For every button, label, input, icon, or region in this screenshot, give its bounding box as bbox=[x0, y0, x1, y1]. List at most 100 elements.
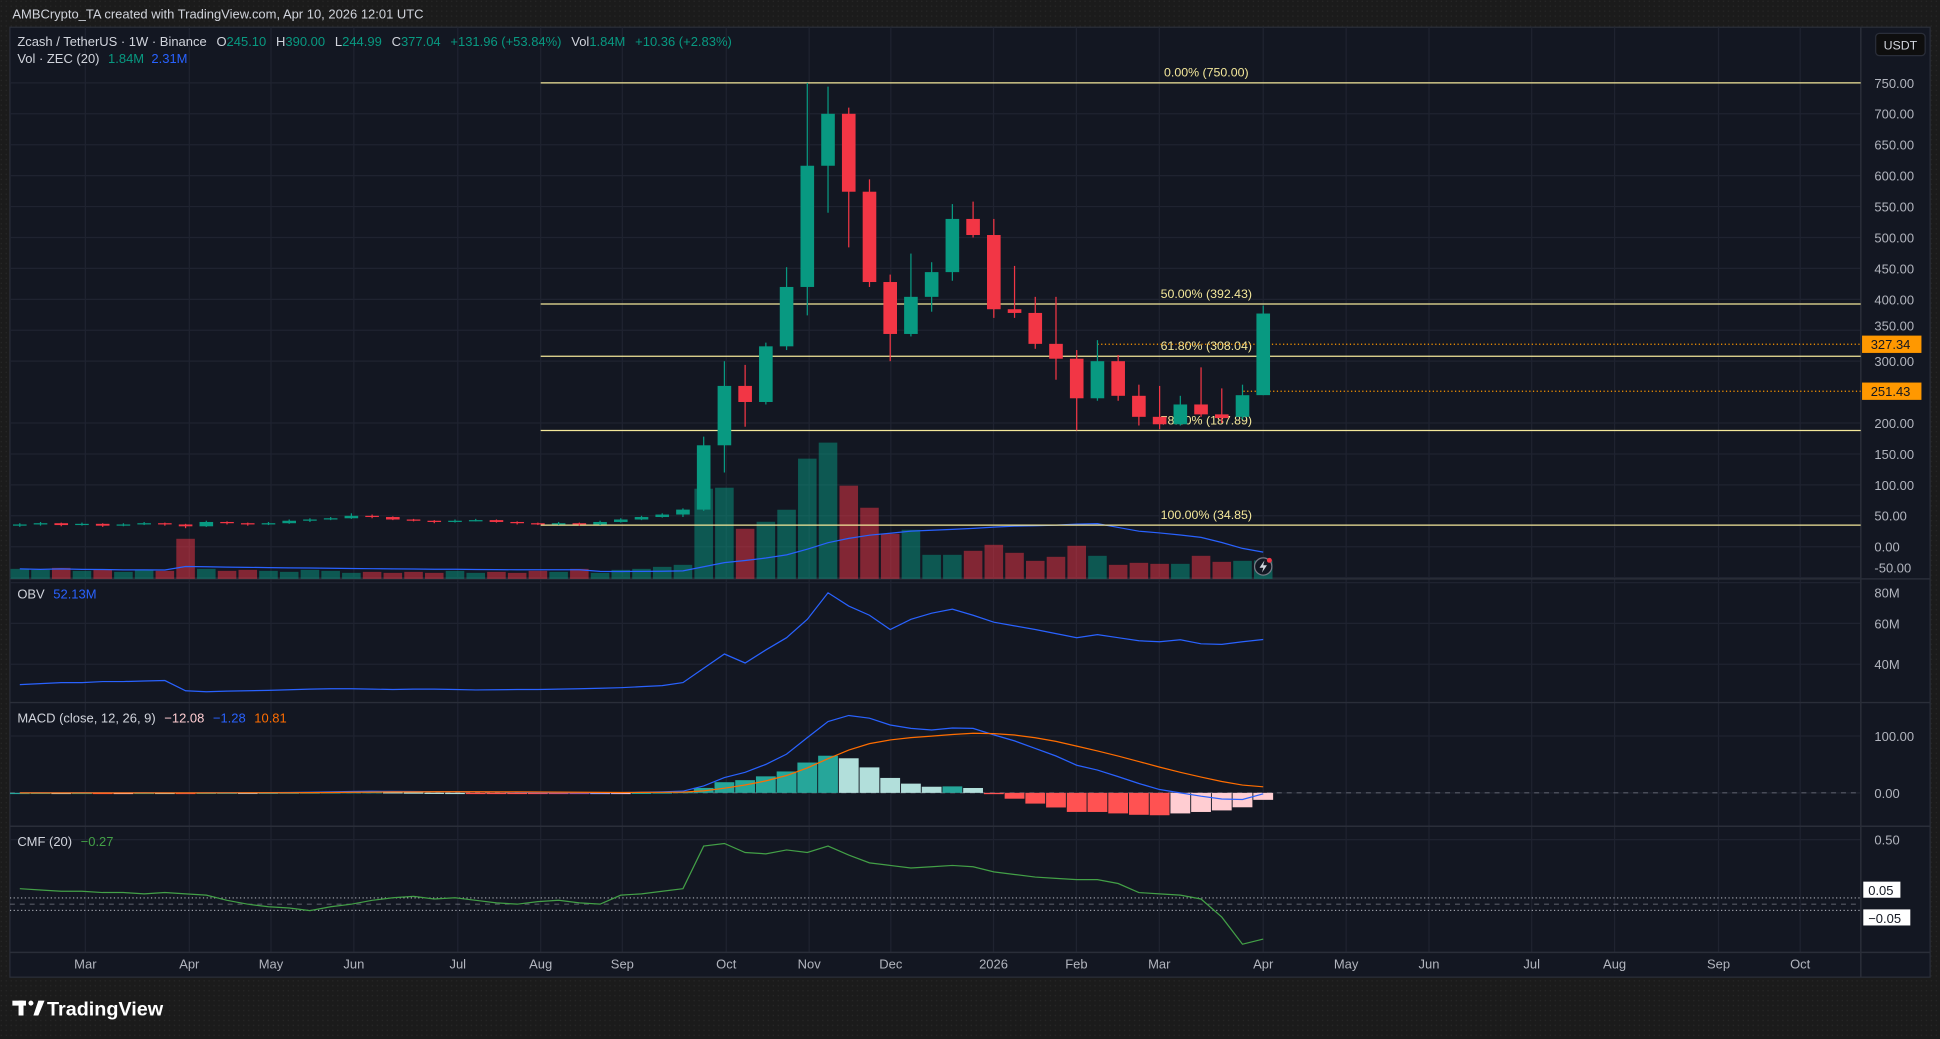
candle bbox=[924, 262, 939, 312]
candle bbox=[1194, 367, 1208, 417]
price-tick-label: -50.00 bbox=[1874, 561, 1911, 576]
macd-histogram-bar bbox=[880, 777, 901, 793]
price-tick-label: 200.00 bbox=[1874, 416, 1914, 431]
volume-bar bbox=[362, 571, 382, 579]
time-axis-label: Jun bbox=[343, 956, 364, 971]
macd-histogram-bar bbox=[735, 780, 756, 793]
volume-ma-value: 2.31M bbox=[151, 51, 187, 66]
time-axis-label: Mar bbox=[74, 956, 97, 971]
volume-bar bbox=[321, 570, 340, 579]
time-axis[interactable]: Mar Apr May Jun Jul Aug Sep Oct Nov Dec 2026 Feb Mar… bbox=[74, 956, 1810, 971]
candle bbox=[365, 514, 379, 519]
macd-histogram-bar bbox=[9, 792, 30, 795]
candle-body bbox=[862, 191, 877, 283]
cmf-line bbox=[19, 842, 1264, 945]
volume-bar bbox=[715, 487, 734, 579]
obv-tick-label: 60M bbox=[1874, 616, 1899, 631]
volume-bar bbox=[114, 571, 133, 579]
volume-bar bbox=[632, 568, 651, 579]
price-tick-label: 100.00 bbox=[1874, 478, 1914, 493]
currency-button[interactable]: USDT bbox=[1875, 32, 1926, 57]
candle bbox=[655, 513, 670, 518]
price-label-text: 251.43 bbox=[1871, 384, 1911, 399]
candle-body bbox=[178, 524, 193, 527]
volume-bar bbox=[590, 572, 610, 579]
candle-body bbox=[116, 524, 131, 526]
macd-histogram-bar bbox=[901, 783, 921, 793]
volume-bar bbox=[217, 570, 237, 579]
candle bbox=[137, 521, 151, 526]
volume-bar bbox=[839, 485, 859, 579]
candle bbox=[489, 519, 504, 523]
macd-histogram-bar bbox=[1170, 792, 1191, 814]
event-lightning-icon[interactable] bbox=[1253, 557, 1273, 576]
price-tick-label: 150.00 bbox=[1874, 447, 1914, 462]
candle bbox=[551, 521, 566, 526]
volume-legend[interactable]: Vol · ZEC (20) 1.84M 2.31M bbox=[17, 51, 187, 66]
candle-body bbox=[655, 514, 670, 518]
time-axis-label: Jun bbox=[1419, 956, 1440, 971]
fib-retracement[interactable]: 0.00% (750.00) 50.00% (392.43) 61.80% (308… bbox=[540, 66, 1861, 526]
price-tick-label: 350.00 bbox=[1874, 318, 1914, 333]
candle bbox=[261, 521, 276, 526]
candle bbox=[220, 521, 234, 525]
volume-bar bbox=[777, 509, 796, 579]
candle-body bbox=[634, 517, 649, 520]
candle bbox=[1090, 340, 1105, 401]
vol-value: 1.84M bbox=[589, 34, 625, 49]
fib-level-label: 50.00% (392.43) bbox=[1161, 287, 1252, 301]
macd-histogram-bar bbox=[548, 792, 569, 795]
macd-histogram-bar bbox=[776, 771, 797, 793]
price-label-text: 327.34 bbox=[1871, 337, 1911, 352]
volume-bar bbox=[756, 521, 776, 579]
volume-bar bbox=[860, 507, 879, 579]
volume-bar bbox=[1067, 545, 1086, 579]
macd-histogram-bar bbox=[465, 792, 486, 795]
obv-legend[interactable]: OBV 52.13M bbox=[17, 587, 96, 602]
volume-bar bbox=[93, 569, 112, 579]
macd-histogram-bar bbox=[1128, 792, 1149, 815]
volume-bar bbox=[1108, 564, 1128, 579]
candle bbox=[841, 107, 856, 248]
macd-histogram-bar bbox=[51, 792, 72, 795]
candle bbox=[717, 361, 732, 473]
cmf-legend[interactable]: CMF (20) −0.27 bbox=[17, 834, 113, 849]
price-axis[interactable]: 750.00 700.00 650.00 600.00 550.00 500.00 450.… bbox=[1862, 76, 1922, 576]
macd-legend[interactable]: MACD (close, 12, 26, 9) −12.08 −1.28 10.… bbox=[17, 710, 286, 725]
price-tick-label: 300.00 bbox=[1874, 354, 1914, 369]
macd-signal-value: 10.81 bbox=[254, 710, 286, 725]
candle bbox=[800, 82, 815, 316]
volume-bar bbox=[134, 569, 154, 579]
candle-body bbox=[406, 519, 421, 521]
candle bbox=[406, 518, 421, 522]
candle-body bbox=[75, 523, 89, 526]
macd-histogram-bar bbox=[942, 786, 963, 793]
tradingview-logo[interactable]: TradingView bbox=[12, 999, 164, 1021]
candle bbox=[240, 522, 255, 526]
candle-body bbox=[987, 235, 1001, 310]
macd-signal-line bbox=[19, 732, 1264, 794]
candle-body bbox=[945, 218, 960, 273]
candle bbox=[883, 274, 898, 362]
candle bbox=[1069, 350, 1084, 431]
candle-body bbox=[137, 523, 151, 525]
candle bbox=[1007, 265, 1022, 318]
candle-body bbox=[572, 523, 587, 525]
chart-frame bbox=[9, 26, 1931, 978]
symbol-name: Zcash / TetherUS · 1W · Binance bbox=[17, 34, 206, 49]
macd-histogram-bar bbox=[1004, 792, 1025, 799]
candle-body bbox=[821, 113, 835, 166]
cmf-band-badge bbox=[1863, 881, 1901, 898]
macd-histogram-bar bbox=[362, 792, 382, 794]
volume-bar bbox=[72, 570, 92, 579]
candles bbox=[12, 82, 1271, 529]
volume-bar bbox=[1025, 560, 1045, 579]
candle-body bbox=[12, 524, 27, 526]
symbol-legend[interactable]: Zcash / TetherUS · 1W · Binance O245.10 … bbox=[17, 34, 731, 49]
volume-bar bbox=[259, 570, 278, 579]
indicator-axes[interactable]: 80M 60M 40M 100.00 0.00 0.50 0.05 −0.05 bbox=[1863, 585, 1914, 926]
macd-histogram-bar bbox=[1108, 792, 1129, 814]
volume-bar bbox=[901, 529, 921, 579]
candle-body bbox=[1256, 313, 1271, 396]
open-value: 245.10 bbox=[227, 34, 267, 49]
